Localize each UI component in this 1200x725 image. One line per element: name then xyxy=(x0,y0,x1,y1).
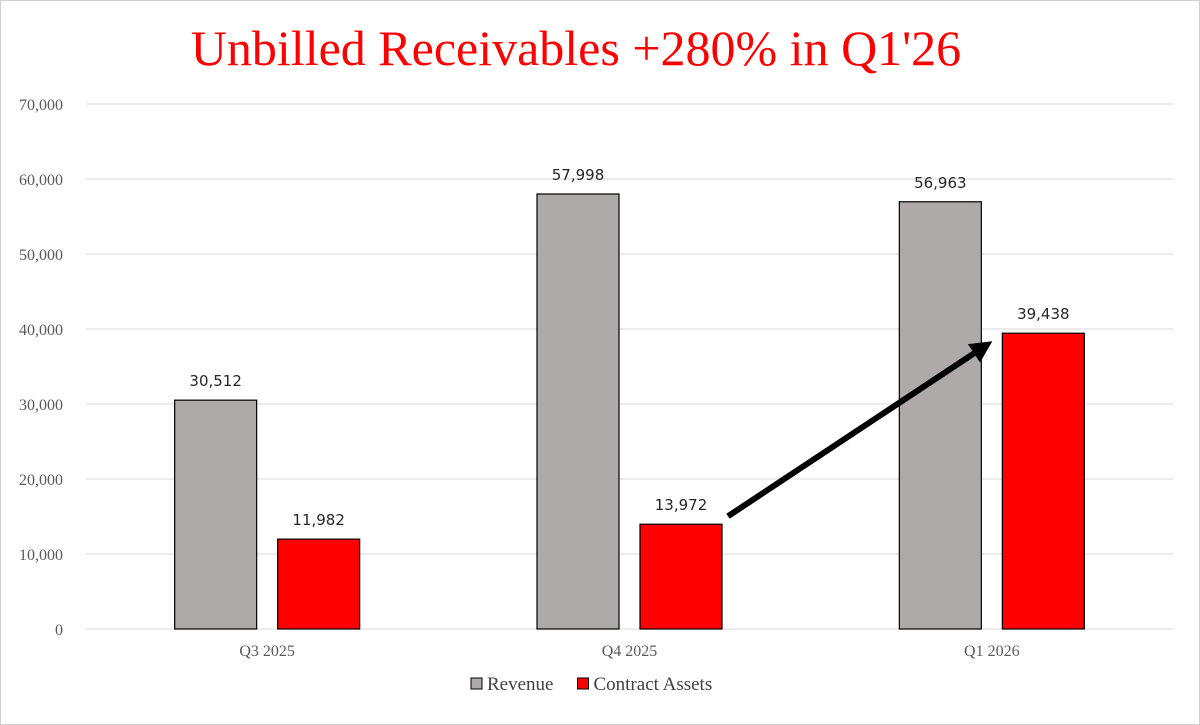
chart-title: Unbilled Receivables +280% in Q1'26 xyxy=(190,20,962,76)
legend-label: Revenue xyxy=(487,674,553,695)
y-tick-label: 10,000 xyxy=(19,547,63,564)
y-tick-label: 60,000 xyxy=(19,172,63,189)
legend-swatch xyxy=(470,677,483,690)
y-tick-label: 40,000 xyxy=(19,322,63,339)
data-labels: 30,512 11,982 57,998 13,972 56,963 39,438 xyxy=(189,166,1069,529)
x-tick-label: Q3 2025 xyxy=(239,643,295,660)
legend-label: Contract Assets xyxy=(593,674,712,695)
data-label: 30,512 xyxy=(189,372,242,390)
trend-arrow xyxy=(726,341,993,519)
y-tick-label: 20,000 xyxy=(19,472,63,489)
data-label: 57,998 xyxy=(552,166,605,184)
bar-revenue xyxy=(536,193,620,630)
legend: Revenue Contract Assets xyxy=(470,674,712,695)
x-tick-label: Q4 2025 xyxy=(602,643,658,660)
y-tick-label: 50,000 xyxy=(19,247,63,264)
x-tick-label: Q1 2026 xyxy=(964,643,1020,660)
bar-revenue xyxy=(174,399,258,630)
arrow-head xyxy=(967,341,993,363)
axis-labels: 0 10,000 20,000 30,000 40,000 50,000 60,000 70,… xyxy=(19,97,1020,660)
data-label: 56,963 xyxy=(914,174,967,192)
arrow-shaft xyxy=(726,350,976,519)
gridlines xyxy=(86,103,1173,630)
y-tick-label: 0 xyxy=(55,622,63,639)
y-tick-label: 70,000 xyxy=(19,97,63,114)
bar-contract-assets xyxy=(639,523,723,630)
data-label: 13,972 xyxy=(655,496,708,514)
data-label: 11,982 xyxy=(292,511,345,529)
bar-contract-assets xyxy=(1001,332,1085,630)
data-label: 39,438 xyxy=(1017,305,1070,323)
y-tick-label: 30,000 xyxy=(19,397,63,414)
legend-swatch xyxy=(576,677,589,690)
bar-contract-assets xyxy=(277,538,361,630)
bars xyxy=(174,193,1085,630)
bar-revenue xyxy=(898,201,982,630)
